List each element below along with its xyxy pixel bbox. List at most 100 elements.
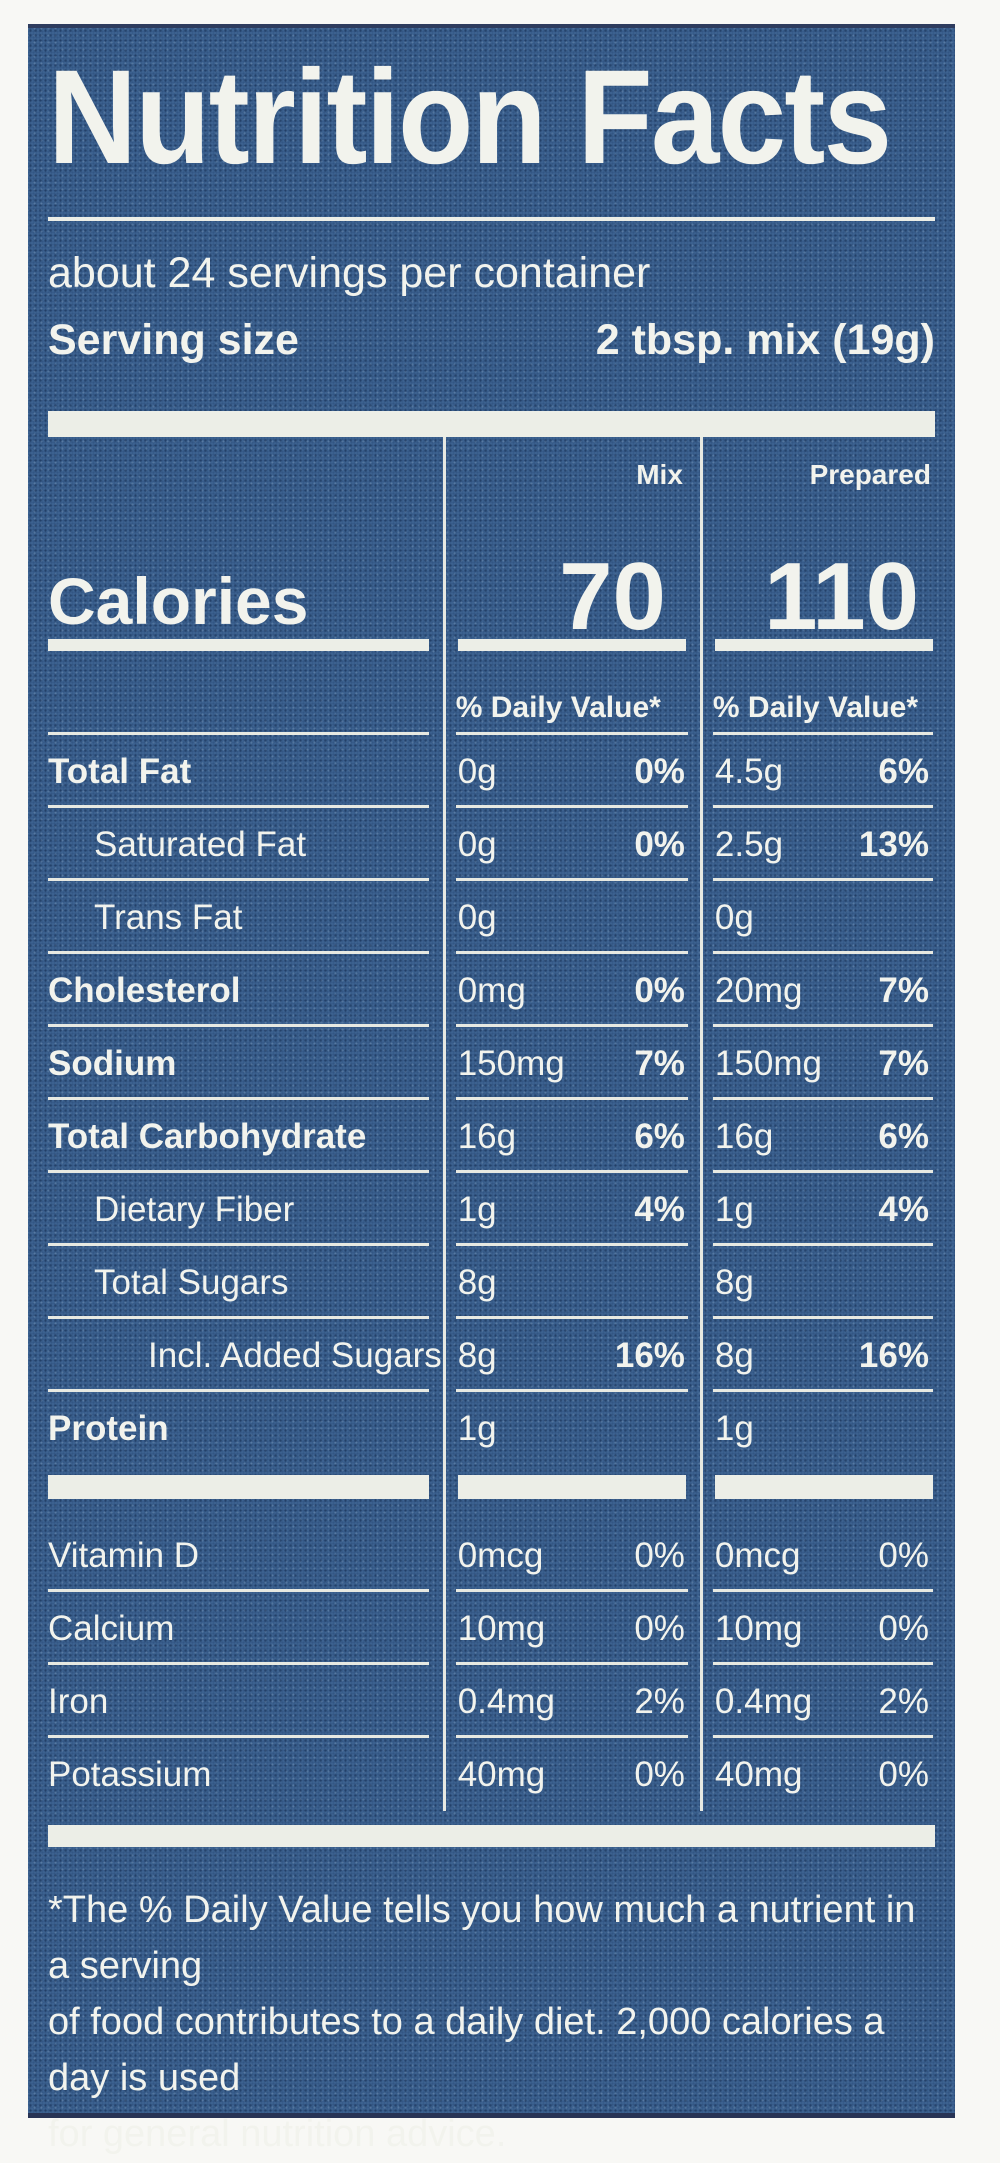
amount-mix: 0mg bbox=[457, 970, 526, 1010]
nutrient-label: Calcium bbox=[48, 1608, 175, 1648]
amount-mix: 1g bbox=[457, 1189, 497, 1229]
daily-value-prepared: 13% bbox=[858, 824, 929, 864]
daily-value-mix: 0% bbox=[634, 1608, 685, 1648]
amount-mix: 0g bbox=[457, 897, 497, 937]
amount-mix: 16g bbox=[457, 1116, 517, 1156]
nutrient-label: Dietary Fiber bbox=[94, 1189, 295, 1229]
serving-size-value: 2 tbsp. mix (19g) bbox=[595, 316, 935, 365]
servings-per-container: about 24 servings per container bbox=[48, 249, 651, 298]
daily-value-spacer bbox=[48, 671, 443, 736]
nutrient-row: Vitamin D 0mcg 0% 0mcg 0% bbox=[48, 1519, 935, 1593]
calories-label-cell: Calories bbox=[48, 495, 443, 635]
nutrient-prepared-cell: 0mcg 0% bbox=[699, 1519, 935, 1593]
segmented-bar-label bbox=[48, 1465, 443, 1519]
section-divider-bar-top bbox=[48, 411, 935, 438]
nutrient-label-cell: Protein bbox=[48, 1392, 443, 1465]
daily-value-prepared: 7% bbox=[878, 1043, 929, 1083]
daily-value-mix: 4% bbox=[634, 1189, 685, 1229]
nutrient-label: Incl. Added Sugars bbox=[148, 1335, 442, 1375]
nutrient-row: Trans Fat 0g 0g bbox=[48, 881, 935, 955]
nutrient-prepared-cell: 40mg 0% bbox=[699, 1738, 935, 1812]
daily-value-mix: 16% bbox=[614, 1335, 685, 1375]
nutrient-prepared-cell: 0.4mg 2% bbox=[699, 1665, 935, 1739]
nutrient-row: Iron 0.4mg 2% 0.4mg 2% bbox=[48, 1665, 935, 1739]
nutrient-row: Protein 1g 1g bbox=[48, 1392, 935, 1466]
nutrient-prepared-cell: 4.5g 6% bbox=[699, 735, 935, 809]
serving-size-row: Serving size 2 tbsp. mix (19g) bbox=[48, 316, 935, 365]
calories-underline-row bbox=[48, 635, 935, 672]
daily-value-prepared: 0% bbox=[878, 1754, 929, 1794]
nutrient-label-cell: Iron bbox=[48, 1665, 443, 1739]
nutrient-row: Total Fat 0g 0% 4.5g 6% bbox=[48, 735, 935, 809]
daily-value-prepared: 0% bbox=[878, 1535, 929, 1575]
amount-prepared: 8g bbox=[714, 1262, 754, 1302]
nutrient-prepared-cell: 2.5g 13% bbox=[699, 808, 935, 882]
nutrient-label-cell: Sodium bbox=[48, 1027, 443, 1101]
nutrient-label: Protein bbox=[48, 1408, 169, 1448]
nutrient-prepared-cell: 10mg 0% bbox=[699, 1592, 935, 1666]
calories-row: Calories 70 110 bbox=[48, 495, 935, 651]
amount-mix: 8g bbox=[457, 1335, 497, 1375]
nutrient-label: Total Carbohydrate bbox=[48, 1116, 367, 1156]
calories-prepared-value: 110 bbox=[764, 543, 919, 651]
vitamin-mineral-rows: Vitamin D 0mcg 0% 0mcg 0% Calcium 10mg 0% 10mg 0%… bbox=[48, 1519, 935, 1812]
amount-mix: 0g bbox=[457, 824, 497, 864]
nutrition-facts-label: Nutrition Facts about 24 servings per co… bbox=[28, 24, 955, 2155]
amount-mix: 8g bbox=[457, 1262, 497, 1302]
calories-label: Calories bbox=[48, 563, 309, 638]
amount-prepared: 4.5g bbox=[714, 751, 784, 791]
nutrient-mix-cell: 1g bbox=[442, 1392, 700, 1466]
amount-prepared: 150mg bbox=[714, 1043, 822, 1083]
daily-value-prepared: 6% bbox=[878, 1116, 929, 1156]
daily-value-mix: 0% bbox=[634, 970, 685, 1010]
nutrient-row: Sodium 150mg 7% 150mg 7% bbox=[48, 1027, 935, 1101]
nutrient-label-cell: Total Fat bbox=[48, 735, 443, 809]
footnote-line: for general nutrition advice. bbox=[48, 2112, 507, 2155]
daily-value-mix: 0% bbox=[634, 751, 685, 791]
column-header-prepared: Prepared bbox=[699, 437, 935, 496]
daily-value-mix: 6% bbox=[634, 1116, 685, 1156]
nutrient-label-cell: Total Carbohydrate bbox=[48, 1100, 443, 1174]
nutrient-label-cell: Trans Fat bbox=[48, 881, 443, 955]
amount-prepared: 0mcg bbox=[714, 1535, 801, 1575]
nutrient-mix-cell: 0mcg 0% bbox=[442, 1519, 700, 1593]
column-header-spacer bbox=[48, 437, 443, 495]
footnote-line: *The % Daily Value tells you how much a … bbox=[48, 1889, 916, 1988]
daily-value-prepared: 7% bbox=[878, 970, 929, 1010]
daily-value-prepared: 0% bbox=[878, 1608, 929, 1648]
nutrient-mix-cell: 16g 6% bbox=[442, 1100, 700, 1174]
nutrient-row: Potassium 40mg 0% 40mg 0% bbox=[48, 1738, 935, 1812]
amount-prepared: 0g bbox=[714, 897, 754, 937]
amount-mix: 0.4mg bbox=[457, 1681, 555, 1721]
calories-mix-value: 70 bbox=[559, 543, 666, 651]
amount-prepared: 40mg bbox=[714, 1754, 803, 1794]
nutrient-prepared-cell: 150mg 7% bbox=[699, 1027, 935, 1101]
segmented-bar-prepared bbox=[699, 1465, 935, 1520]
main-nutrient-rows: Total Fat 0g 0% 4.5g 6% Saturated Fat 0g 0% 2.5g… bbox=[48, 735, 935, 1466]
amount-mix: 10mg bbox=[457, 1608, 546, 1648]
nutrient-label-cell: Dietary Fiber bbox=[48, 1173, 443, 1247]
nutrient-label-cell: Vitamin D bbox=[48, 1519, 443, 1593]
daily-value-mix: 0% bbox=[634, 824, 685, 864]
nutrient-mix-cell: 1g 4% bbox=[442, 1173, 700, 1247]
nutrient-prepared-cell: 20mg 7% bbox=[699, 954, 935, 1028]
amount-prepared: 8g bbox=[714, 1335, 754, 1375]
nutrient-row: Saturated Fat 0g 0% 2.5g 13% bbox=[48, 808, 935, 882]
nutrient-label: Vitamin D bbox=[48, 1535, 200, 1575]
daily-value-header-text: % Daily Value* bbox=[712, 691, 919, 725]
nutrient-label: Potassium bbox=[48, 1754, 212, 1794]
daily-value-mix: 0% bbox=[634, 1535, 685, 1575]
amount-mix: 0g bbox=[457, 751, 497, 791]
calories-prepared-cell: 110 bbox=[699, 495, 935, 651]
nutrient-prepared-cell: 1g 4% bbox=[699, 1173, 935, 1247]
calories-underline-prepared bbox=[699, 635, 935, 672]
nutrient-row: Dietary Fiber 1g 4% 1g 4% bbox=[48, 1173, 935, 1247]
nutrient-prepared-cell: 8g bbox=[699, 1246, 935, 1320]
nutrient-mix-cell: 0g bbox=[442, 881, 700, 955]
daily-value-header-prepared: % Daily Value* bbox=[699, 671, 935, 736]
amount-prepared: 10mg bbox=[714, 1608, 803, 1648]
nutrient-prepared-cell: 1g bbox=[699, 1392, 935, 1466]
nutrient-label: Cholesterol bbox=[48, 970, 241, 1010]
amount-mix: 40mg bbox=[457, 1754, 546, 1794]
amount-prepared: 2.5g bbox=[714, 824, 784, 864]
